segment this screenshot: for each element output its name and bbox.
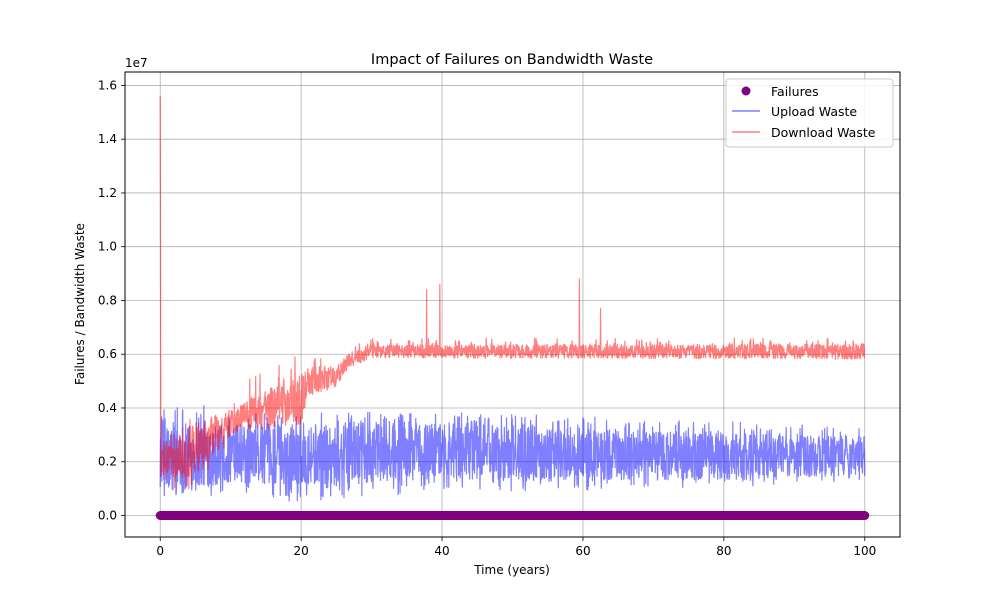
x-axis-label: Time (years): [473, 563, 550, 577]
plot-area: [155, 96, 870, 520]
legend-label-download-waste: Download Waste: [771, 125, 876, 140]
x-tick-label: 60: [575, 544, 590, 558]
y-tick-label: 0.4: [98, 401, 117, 415]
legend-box: [725, 78, 894, 148]
y-tick-label: 1.6: [98, 78, 117, 92]
legend-marker-failures: [741, 86, 751, 96]
x-tick-label: 20: [293, 544, 308, 558]
x-tick-label: 100: [853, 544, 876, 558]
y-tick-label: 1.4: [98, 132, 117, 146]
y-tick-label: 0.8: [98, 293, 117, 307]
y-offset-label: 1e7: [125, 56, 148, 70]
x-tick-label: 80: [716, 544, 731, 558]
y-axis: 0.0 0.2 0.4 0.6 0.8 1.0 1.2 1.4 1.6: [98, 78, 125, 522]
y-tick-label: 1.2: [98, 186, 117, 200]
series-upload-waste: [159, 405, 866, 502]
y-tick-label: 0.6: [98, 347, 117, 361]
x-tick-label: 40: [434, 544, 449, 558]
legend-label-failures: Failures: [771, 84, 819, 99]
axes-frame: [124, 71, 901, 538]
legend-label-upload-waste: Upload Waste: [771, 104, 857, 119]
y-tick-label: 0.2: [98, 455, 117, 469]
chart-title: Impact of Failures on Bandwidth Waste: [371, 52, 653, 68]
series-download-waste: [159, 96, 866, 490]
legend: Failures Upload Waste Download Waste: [725, 78, 894, 148]
x-tick-label: 0: [156, 544, 164, 558]
x-axis: 0 20 40 60 80 100: [156, 537, 876, 558]
y-tick-label: 0.0: [98, 508, 117, 522]
y-tick-label: 1.0: [98, 240, 117, 254]
y-axis-label: Failures / Bandwidth Waste: [73, 223, 87, 385]
